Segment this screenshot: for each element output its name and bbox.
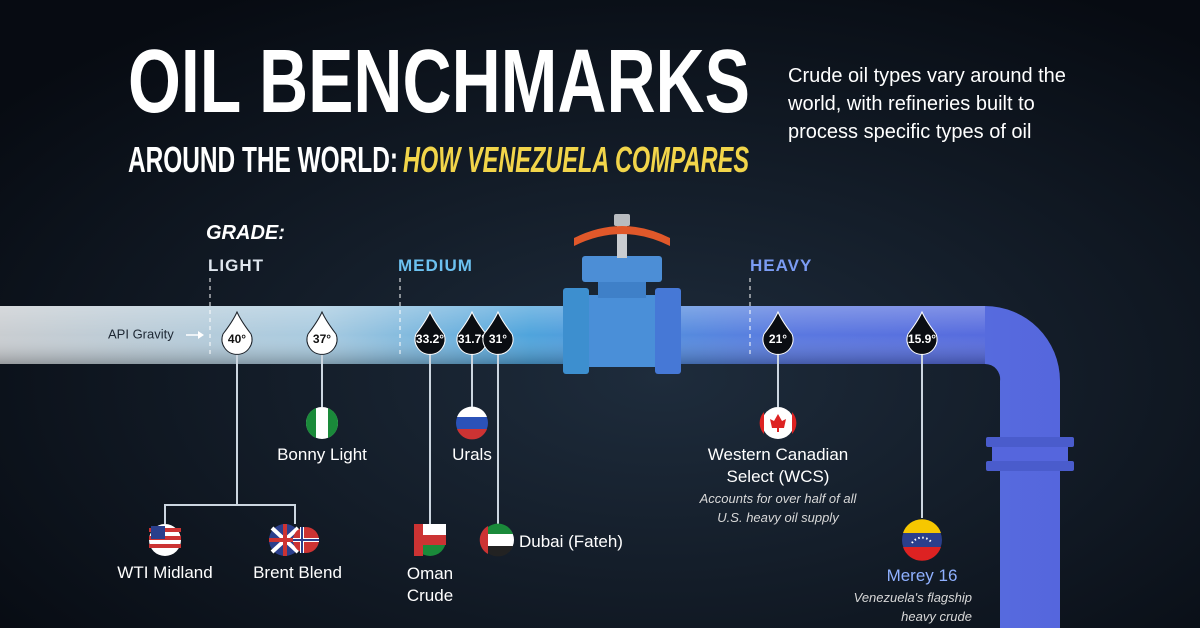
gravity-drop: 40°: [221, 310, 253, 355]
flag-nigeria: [305, 407, 339, 439]
drop-shape: [906, 310, 938, 355]
benchmark-name: Urals: [452, 445, 492, 464]
drop-label: 31.7°: [458, 332, 486, 346]
grade: LIGHT: [208, 256, 264, 275]
valve-flange: [655, 288, 681, 374]
flag-canada: [759, 407, 797, 439]
valve-stem: [617, 220, 627, 258]
valve-neck: [598, 280, 646, 298]
benchmark-name: Oman Crude: [406, 564, 454, 605]
benchmark-name: Bonny Light: [277, 445, 367, 464]
flag-uae: [479, 523, 514, 557]
valve-bonnet: [582, 256, 662, 282]
drop-label: 37°: [313, 332, 331, 346]
subtitle-highlight: HOW VENEZUELA COMPARES: [403, 139, 749, 180]
flag-uk-norway: [269, 524, 319, 556]
gravity-drop: 31°: [482, 310, 514, 355]
gravity-drop: 31.7°: [456, 310, 488, 355]
valve-wheel: [574, 226, 670, 246]
gravity-drop: 21°: [762, 310, 794, 355]
drop-shape: [482, 310, 514, 355]
description: Crude oil types vary around the world, w…: [788, 65, 1066, 143]
gravity-drop: 37°: [306, 310, 338, 355]
drop-label: 21°: [769, 332, 787, 346]
flange: [992, 447, 1068, 461]
drop-shape: [306, 310, 338, 355]
flange: [986, 461, 1074, 471]
drop-label: 33.2°: [416, 332, 444, 346]
grade: HEAVY: [750, 256, 813, 275]
benchmark-name: Dubai (Fateh): [519, 532, 623, 551]
flag-russia: [456, 406, 488, 440]
gravity-drop: 33.2°: [414, 310, 446, 355]
flange: [986, 437, 1074, 447]
benchmark-note: Accounts for over half of all U.S. heavy…: [699, 491, 857, 525]
flag-usa: [149, 524, 181, 556]
valve-nut: [614, 214, 630, 226]
axis-label: API Gravity: [108, 326, 174, 341]
benchmark-name: Brent Blend: [253, 563, 342, 582]
benchmark-note: Venezuela's flagship heavy crude: [853, 590, 972, 624]
grade-label: GRADE:: [206, 222, 285, 244]
connectors: [164, 350, 923, 524]
benchmark-name: Merey 16: [886, 566, 958, 585]
valve-body: [589, 295, 655, 367]
subtitle-lead: AROUND THE WORLD:: [128, 139, 398, 180]
gravity-drop: 15.9°: [906, 310, 938, 355]
valve-flange: [563, 288, 589, 374]
title: OIL BENCHMARKS: [128, 32, 750, 132]
drop-shape: [762, 310, 794, 355]
arrow-head: [198, 331, 204, 339]
benchmark-name: Western Canadian Select (WCS): [707, 445, 849, 486]
flag-venezuela: [902, 519, 942, 561]
drop-label: 15.9°: [908, 332, 936, 346]
drop-shape: [221, 310, 253, 355]
drop-shape: [456, 310, 488, 355]
drop-label: 31°: [489, 332, 507, 346]
drop-label: 40°: [228, 332, 246, 346]
drop-shape: [414, 310, 446, 355]
flag-oman: [414, 524, 446, 556]
grade: MEDIUM: [398, 256, 473, 275]
benchmark-name: WTI Midland: [117, 563, 213, 582]
